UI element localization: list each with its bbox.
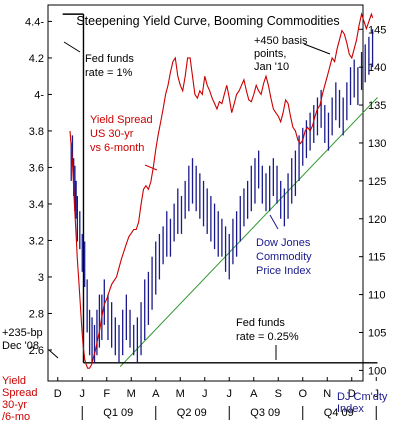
- annotation-text: Fed funds: [236, 317, 285, 329]
- right-axis: 100 105 110 115 120 125 130 135 140 145: [359, 24, 386, 377]
- month-label: M: [176, 388, 185, 400]
- month-label: S: [275, 388, 282, 400]
- month-label: J: [202, 388, 208, 400]
- annotation-text: points,: [254, 48, 286, 60]
- annotation-text: Dow Jones: [256, 237, 311, 249]
- annotation-arrow: [144, 164, 158, 171]
- month-label: J: [227, 388, 233, 400]
- chart-title: Steepening Yield Curve, Booming Commodit…: [76, 14, 339, 28]
- annotation-arrow: [269, 214, 279, 230]
- right-axis-caption: DJ Cm'dty: [337, 391, 388, 403]
- annotation-text: Commodity: [256, 251, 312, 263]
- month-label: D: [348, 388, 356, 400]
- left-axis-caption: Yield: [2, 375, 26, 387]
- annotation-text: US 30-yr: [90, 128, 134, 140]
- right-tick-label: 115: [368, 252, 386, 264]
- month-label: N: [323, 388, 331, 400]
- month-label: O: [298, 388, 307, 400]
- right-tick-label: 135: [368, 100, 386, 112]
- annotation-arrow: [303, 43, 331, 55]
- quarter-label: Q4 09: [324, 407, 354, 419]
- annotation-text: Price Index: [256, 265, 312, 277]
- annotation-text: vs 6-month: [90, 142, 144, 154]
- left-axis-caption: /6-mo: [2, 411, 30, 423]
- month-label: J: [80, 388, 86, 400]
- plot-frame: [47, 4, 364, 382]
- right-tick-label: 100: [368, 365, 386, 377]
- quarter-label: Q1 09: [103, 407, 133, 419]
- right-tick-label: 145: [368, 24, 386, 36]
- annotation-text: Fed funds: [85, 53, 134, 65]
- right-tick-label: 120: [368, 214, 386, 226]
- x-axis: D J F M A M J J A S O N D J Q1 09 Q2 09 Q3 09 Q4 09: [54, 377, 379, 420]
- left-tick-label: 2.6: [29, 345, 44, 357]
- right-tick-label: 125: [368, 176, 386, 188]
- month-label: D: [54, 388, 62, 400]
- chart-marks: [62, 12, 378, 369]
- month-label: A: [152, 388, 160, 400]
- right-axis-caption: Index: [337, 403, 364, 415]
- left-axis-caption: Spread: [2, 387, 37, 399]
- right-tick-label: 140: [368, 62, 386, 74]
- trend-line: [119, 97, 378, 367]
- left-tick-label: 4.4-: [25, 16, 44, 28]
- right-tick-label: 110: [368, 290, 386, 302]
- right-tick-label: 130: [368, 138, 386, 150]
- annotation-text: Jan '10: [254, 61, 289, 73]
- left-axis-caption: 30-yr: [2, 399, 27, 411]
- left-tick-label: 3.2: [29, 235, 44, 247]
- month-label: A: [250, 388, 258, 400]
- right-tick-label: 105: [368, 327, 386, 339]
- quarter-label: Q2 09: [177, 407, 207, 419]
- left-tick-label: 3.6: [29, 162, 44, 174]
- left-tick-label: 4-: [34, 89, 44, 101]
- month-label: M: [127, 388, 136, 400]
- month-label: J: [374, 388, 380, 400]
- left-axis: 2.6 2.8 3 3.2 3.4 3.6 3.8 4- 4.2 4.4-: [25, 16, 52, 357]
- annotation-text: rate = 1%: [85, 67, 133, 79]
- annotation-text: rate = 0.25%: [236, 331, 299, 343]
- annotation-text: +450 basis: [254, 35, 308, 47]
- left-tick-label: 3.8: [29, 126, 44, 138]
- left-tick-label: 3: [38, 272, 44, 284]
- quarter-label: Q3 09: [250, 407, 280, 419]
- annotation-text: +235-bp: [2, 327, 43, 339]
- yield-spread-line: [69, 12, 374, 369]
- left-tick-label: 2.8: [29, 308, 44, 320]
- annotation-text: Dec '08: [2, 340, 39, 352]
- left-tick-label: 4.2: [29, 53, 44, 65]
- left-tick-label: 3.4: [29, 199, 44, 211]
- month-label: F: [103, 388, 110, 400]
- annotation-arrow: [48, 349, 59, 359]
- annotation-text: Yield Spread: [90, 114, 153, 126]
- annotation-arrow: [63, 41, 81, 53]
